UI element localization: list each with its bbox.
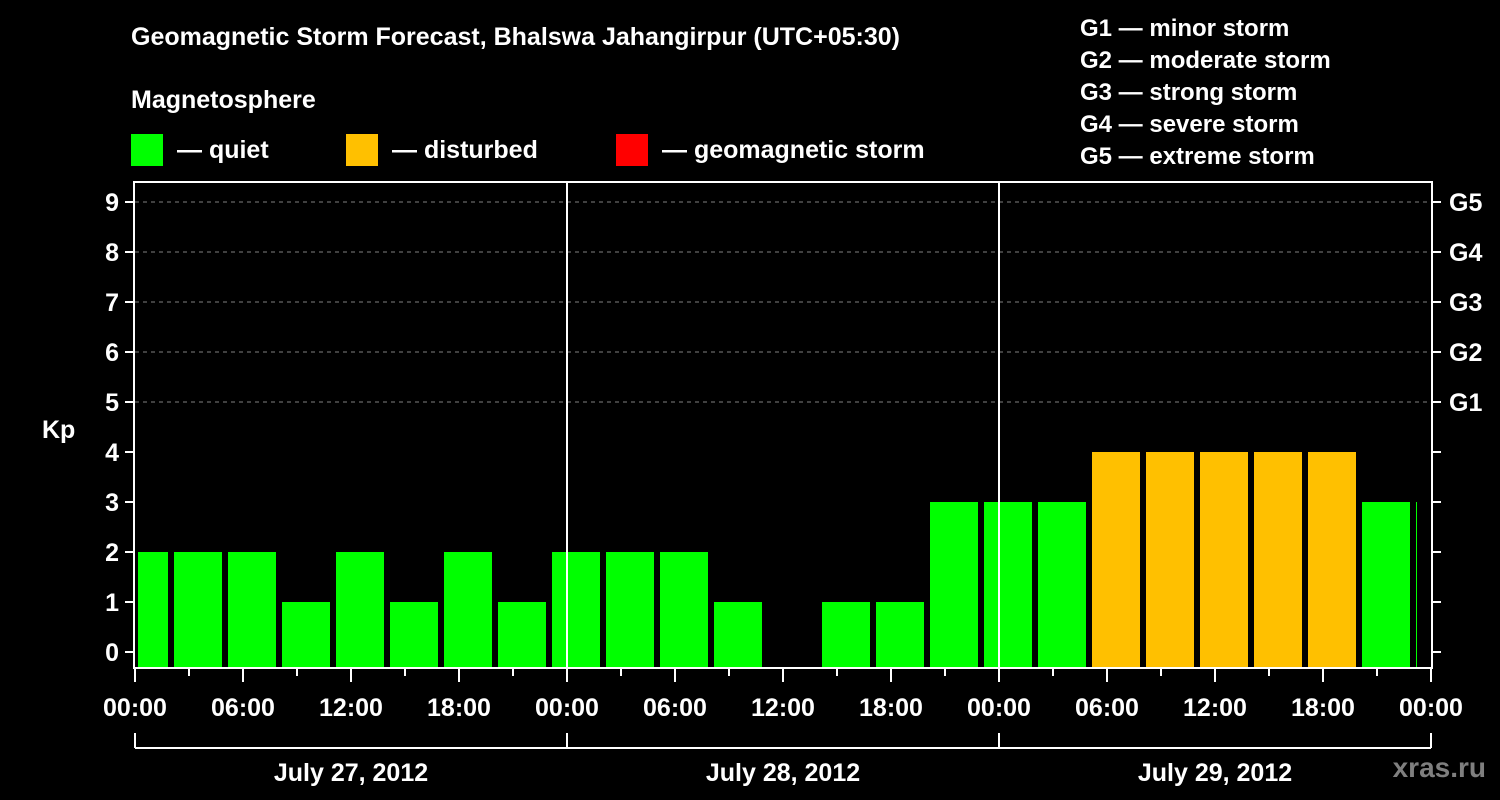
g-scale-label: G4 bbox=[1449, 239, 1482, 267]
x-tick-label: 18:00 bbox=[1291, 694, 1355, 722]
g-scale-label: G1 bbox=[1449, 389, 1482, 417]
x-tick-label: 12:00 bbox=[751, 694, 815, 722]
legend-storm-label: — geomagnetic storm bbox=[662, 135, 925, 164]
kp-bar bbox=[1200, 452, 1248, 667]
x-tick-label: 12:00 bbox=[319, 694, 383, 722]
x-tick-label: 18:00 bbox=[427, 694, 491, 722]
legend-quiet-label: — quiet bbox=[177, 135, 269, 164]
x-tick-label: 00:00 bbox=[1399, 694, 1463, 722]
x-tick-label: 06:00 bbox=[643, 694, 707, 722]
kp-bar bbox=[930, 502, 978, 667]
kp-bar bbox=[390, 602, 438, 667]
storm-swatch-icon bbox=[616, 134, 648, 166]
g4-legend: G4 — severe storm bbox=[1080, 111, 1299, 138]
kp-bar bbox=[1416, 502, 1417, 667]
kp-bar bbox=[1146, 452, 1194, 667]
kp-bar bbox=[174, 552, 222, 667]
kp-bar bbox=[876, 602, 924, 667]
kp-bar bbox=[1308, 452, 1356, 667]
kp-bar bbox=[282, 602, 330, 667]
kp-bar bbox=[1092, 452, 1140, 667]
date-label: July 29, 2012 bbox=[1138, 759, 1292, 787]
quiet-swatch-icon bbox=[131, 134, 163, 166]
legend-storm: — geomagnetic storm bbox=[616, 134, 925, 166]
x-tick-label: 00:00 bbox=[535, 694, 599, 722]
legend-disturbed-label: — disturbed bbox=[392, 135, 538, 164]
y-tick-label: 7 bbox=[105, 289, 119, 317]
x-tick-label: 12:00 bbox=[1183, 694, 1247, 722]
legend-disturbed: — disturbed bbox=[346, 134, 538, 166]
g3-legend: G3 — strong storm bbox=[1080, 79, 1298, 106]
legend-quiet: — quiet bbox=[131, 134, 269, 166]
y-tick-label: 4 bbox=[105, 439, 119, 467]
kp-bar bbox=[1254, 452, 1302, 667]
y-axis-label: Kp bbox=[42, 416, 75, 444]
x-tick-label: 06:00 bbox=[211, 694, 275, 722]
x-tick-label: 18:00 bbox=[859, 694, 923, 722]
kp-bar bbox=[1362, 502, 1410, 667]
g-scale-label: G2 bbox=[1449, 339, 1482, 367]
kp-bar bbox=[660, 552, 708, 667]
kp-bar bbox=[714, 602, 762, 667]
g2-legend: G2 — moderate storm bbox=[1080, 47, 1331, 74]
kp-bar bbox=[138, 552, 168, 667]
watermark: xras.ru bbox=[1392, 752, 1486, 783]
y-tick-label: 0 bbox=[105, 639, 119, 667]
g5-legend: G5 — extreme storm bbox=[1080, 143, 1315, 170]
y-tick-label: 1 bbox=[105, 589, 119, 617]
g-scale-label: G3 bbox=[1449, 289, 1482, 317]
y-tick-label: 6 bbox=[105, 339, 119, 367]
kp-bar bbox=[552, 552, 600, 667]
kp-bar bbox=[444, 552, 492, 667]
x-tick-label: 00:00 bbox=[103, 694, 167, 722]
disturbed-swatch-icon bbox=[346, 134, 378, 166]
kp-bar bbox=[822, 602, 870, 667]
kp-bar bbox=[228, 552, 276, 667]
y-tick-label: 2 bbox=[105, 539, 119, 567]
kp-bar bbox=[498, 602, 546, 667]
x-tick-label: 06:00 bbox=[1075, 694, 1139, 722]
date-label: July 27, 2012 bbox=[274, 759, 428, 787]
kp-bar bbox=[1038, 502, 1086, 667]
magnetosphere-label: Magnetosphere bbox=[131, 86, 316, 114]
chart-title: Geomagnetic Storm Forecast, Bhalswa Jaha… bbox=[131, 23, 900, 51]
y-tick-label: 5 bbox=[105, 389, 119, 417]
y-tick-label: 8 bbox=[105, 239, 119, 267]
g-scale-label: G5 bbox=[1449, 189, 1482, 217]
g1-legend: G1 — minor storm bbox=[1080, 15, 1290, 42]
y-tick-label: 3 bbox=[105, 489, 119, 517]
kp-bar bbox=[336, 552, 384, 667]
kp-bar bbox=[984, 502, 1032, 667]
kp-bar bbox=[606, 552, 654, 667]
y-tick-label: 9 bbox=[105, 189, 119, 217]
date-label: July 28, 2012 bbox=[706, 759, 860, 787]
x-tick-label: 00:00 bbox=[967, 694, 1031, 722]
